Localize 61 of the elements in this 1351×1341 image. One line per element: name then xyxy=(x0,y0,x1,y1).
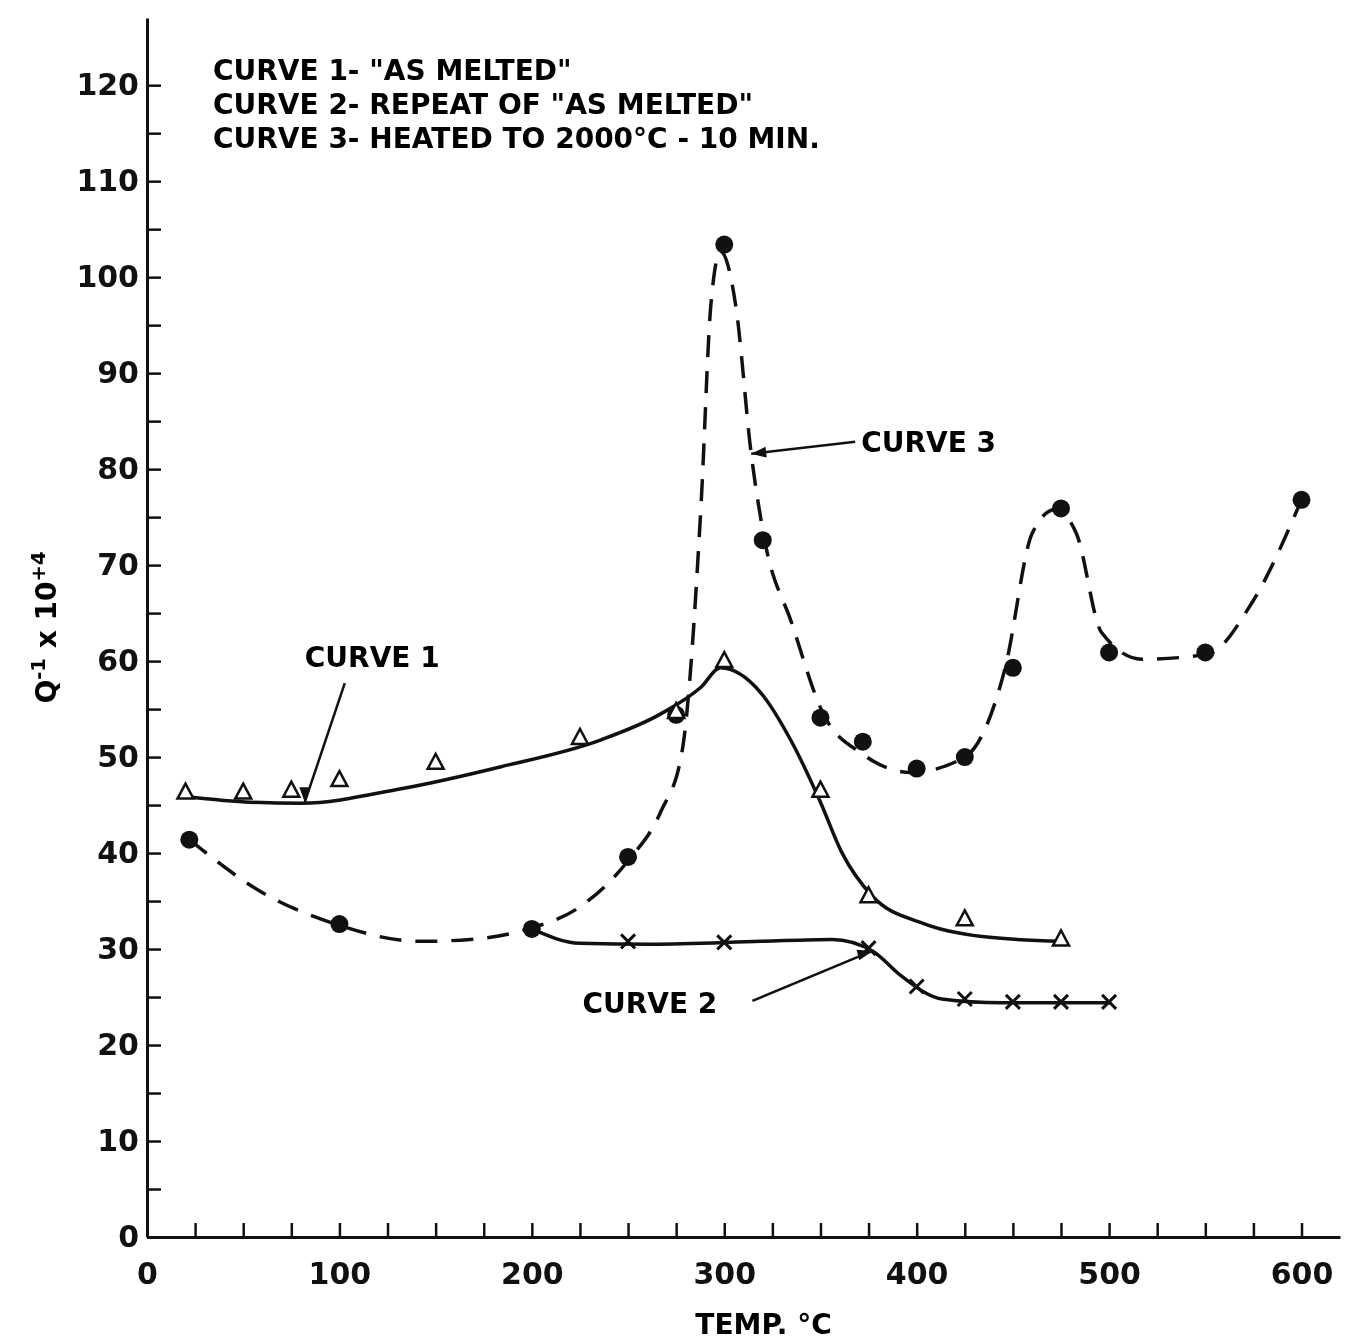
point xyxy=(330,769,349,788)
point xyxy=(1003,658,1022,677)
point xyxy=(753,531,772,550)
point xyxy=(811,780,830,798)
point xyxy=(1052,993,1070,1011)
point xyxy=(619,847,638,866)
y-tick-label: 80 xyxy=(97,451,139,487)
y-tick-label: 0 xyxy=(118,1219,139,1255)
point xyxy=(1051,499,1070,518)
point xyxy=(330,915,349,934)
point xyxy=(522,919,541,938)
point xyxy=(853,732,872,751)
point xyxy=(715,235,734,254)
annotation: CURVE 1 xyxy=(304,641,440,675)
point xyxy=(1292,490,1311,509)
y-tick-label: 120 xyxy=(76,67,139,103)
y-tick-label: 30 xyxy=(97,931,139,967)
point xyxy=(715,650,734,669)
point xyxy=(1100,643,1119,662)
point xyxy=(955,748,974,767)
point xyxy=(176,782,195,800)
x-tick-label: 100 xyxy=(308,1256,372,1292)
point xyxy=(233,782,253,800)
point xyxy=(908,977,926,995)
x-tick-label: 400 xyxy=(885,1256,949,1292)
x-tick-label: 200 xyxy=(501,1256,564,1292)
point xyxy=(860,939,878,957)
point xyxy=(1196,643,1215,662)
point xyxy=(426,752,445,771)
point xyxy=(907,759,926,778)
point xyxy=(956,990,974,1008)
annotation: CURVE 2- REPEAT OF "AS MELTED" xyxy=(213,88,754,121)
y-tick-label: 70 xyxy=(97,547,139,583)
point xyxy=(666,701,686,720)
y-tick-label: 100 xyxy=(76,259,139,295)
point xyxy=(180,830,199,849)
y-tick-label: 40 xyxy=(97,835,139,871)
annotation: CURVE 3- HEATED TO 2000°C - 10 MIN. xyxy=(213,122,820,155)
x-tick-label: 600 xyxy=(1270,1256,1334,1292)
point xyxy=(859,886,878,904)
y-tick-label: 20 xyxy=(97,1027,139,1063)
point xyxy=(1051,929,1071,947)
point xyxy=(619,932,637,950)
point xyxy=(1100,993,1118,1011)
y-tick-label: 110 xyxy=(76,163,139,199)
point xyxy=(282,780,301,798)
x-tick-label: 300 xyxy=(693,1256,757,1292)
point xyxy=(955,909,975,927)
y-tick-label: 10 xyxy=(97,1123,139,1159)
annotation: CURVE 3 xyxy=(861,425,997,459)
point xyxy=(811,708,830,727)
x-tick-label: 500 xyxy=(1078,1256,1141,1292)
point xyxy=(1004,993,1022,1011)
point xyxy=(715,933,733,951)
y-tick-label: 90 xyxy=(97,355,139,391)
x-axis-title: TEMP. °C xyxy=(695,1308,832,1341)
y-tick-label: 50 xyxy=(97,739,139,775)
annotation: CURVE 1- "AS MELTED" xyxy=(213,54,572,87)
point xyxy=(570,727,590,746)
y-tick-label: 60 xyxy=(97,643,139,679)
annotation: CURVE 2 xyxy=(582,986,718,1020)
